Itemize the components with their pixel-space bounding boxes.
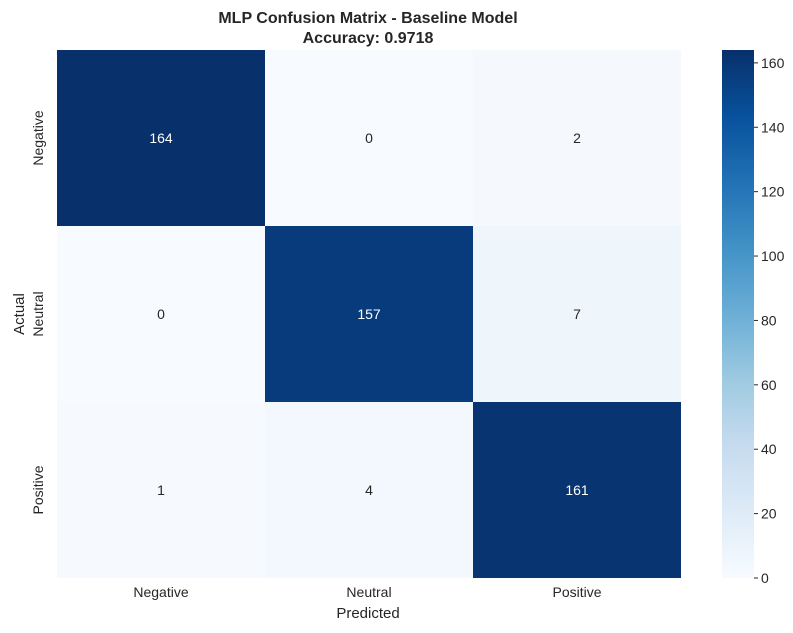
chart-title: MLP Confusion Matrix - Baseline Model bbox=[218, 10, 517, 27]
colorbar-tick-label: 80 bbox=[761, 312, 777, 328]
colorbar-tick-label: 100 bbox=[761, 248, 785, 264]
cell-value-label: 161 bbox=[565, 482, 589, 498]
x-tick-label: Neutral bbox=[346, 584, 391, 600]
x-tick-labels: Negative Neutral Positive bbox=[133, 584, 601, 600]
y-axis-label: Actual bbox=[11, 293, 28, 335]
colorbar bbox=[722, 50, 754, 578]
chart-subtitle: Accuracy: 0.9718 bbox=[303, 30, 434, 47]
x-tick-label: Negative bbox=[133, 584, 188, 600]
heatmap-cell bbox=[473, 226, 681, 402]
colorbar-tick-label: 140 bbox=[761, 119, 785, 135]
colorbar-tick-label: 0 bbox=[761, 570, 769, 586]
colorbar-tick-label: 40 bbox=[761, 441, 777, 457]
cell-value-label: 2 bbox=[573, 130, 581, 146]
y-tick-labels: Negative Neutral Positive bbox=[30, 110, 46, 514]
colorbar-tick-label: 160 bbox=[761, 55, 785, 71]
heatmap-cell bbox=[473, 402, 681, 578]
colorbar-tick-label: 60 bbox=[761, 377, 777, 393]
cell-value-label: 7 bbox=[573, 306, 581, 322]
heatmap-cell bbox=[57, 50, 265, 226]
cell-value-label: 0 bbox=[157, 306, 165, 322]
heatmap-cell bbox=[265, 402, 473, 578]
x-axis-label: Predicted bbox=[336, 605, 399, 622]
cell-value-label: 1 bbox=[157, 482, 165, 498]
y-tick-label: Positive bbox=[30, 465, 46, 514]
cell-value-label: 164 bbox=[149, 130, 173, 146]
heatmap-cell bbox=[57, 402, 265, 578]
colorbar-ticks: 0 20 40 60 80 100 120 140 160 bbox=[754, 55, 785, 586]
heatmap-cell bbox=[473, 50, 681, 226]
heatmap-cells: 164 0 2 0 157 7 1 4 161 bbox=[57, 50, 681, 578]
heatmap-cell bbox=[57, 226, 265, 402]
heatmap-cell bbox=[265, 226, 473, 402]
cell-value-label: 4 bbox=[365, 482, 373, 498]
cell-value-label: 157 bbox=[357, 306, 381, 322]
x-tick-label: Positive bbox=[552, 584, 601, 600]
colorbar-tick-label: 120 bbox=[761, 184, 785, 200]
colorbar-tick-label: 20 bbox=[761, 506, 777, 522]
cell-value-label: 0 bbox=[365, 130, 373, 146]
y-tick-label: Negative bbox=[30, 110, 46, 165]
heatmap-cell bbox=[265, 50, 473, 226]
y-tick-label: Neutral bbox=[30, 291, 46, 336]
